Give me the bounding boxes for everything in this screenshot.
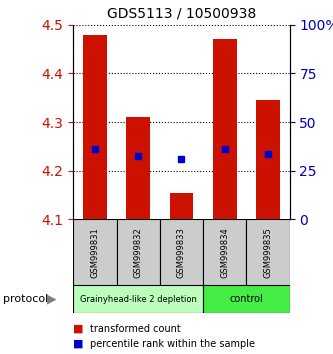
Bar — [256, 100, 280, 219]
Text: protocol: protocol — [3, 294, 49, 304]
Bar — [126, 117, 150, 219]
Bar — [83, 34, 107, 219]
Bar — [117, 219, 160, 285]
Bar — [246, 219, 290, 285]
Text: ▶: ▶ — [47, 293, 56, 306]
Bar — [203, 285, 290, 313]
Text: percentile rank within the sample: percentile rank within the sample — [90, 339, 255, 349]
Text: GSM999831: GSM999831 — [90, 227, 100, 278]
Text: ■: ■ — [73, 324, 84, 333]
Bar — [73, 219, 117, 285]
Bar — [203, 219, 246, 285]
Text: control: control — [229, 294, 263, 304]
Bar — [160, 219, 203, 285]
Text: GSM999835: GSM999835 — [263, 227, 273, 278]
Bar — [73, 285, 203, 313]
Text: GSM999834: GSM999834 — [220, 227, 229, 278]
Text: Grainyhead-like 2 depletion: Grainyhead-like 2 depletion — [80, 295, 196, 304]
Bar — [213, 39, 237, 219]
Text: transformed count: transformed count — [90, 324, 181, 333]
Text: ■: ■ — [73, 339, 84, 349]
Text: GSM999832: GSM999832 — [134, 227, 143, 278]
Title: GDS5113 / 10500938: GDS5113 / 10500938 — [107, 7, 256, 21]
Text: GSM999833: GSM999833 — [177, 227, 186, 278]
Bar — [169, 193, 193, 219]
